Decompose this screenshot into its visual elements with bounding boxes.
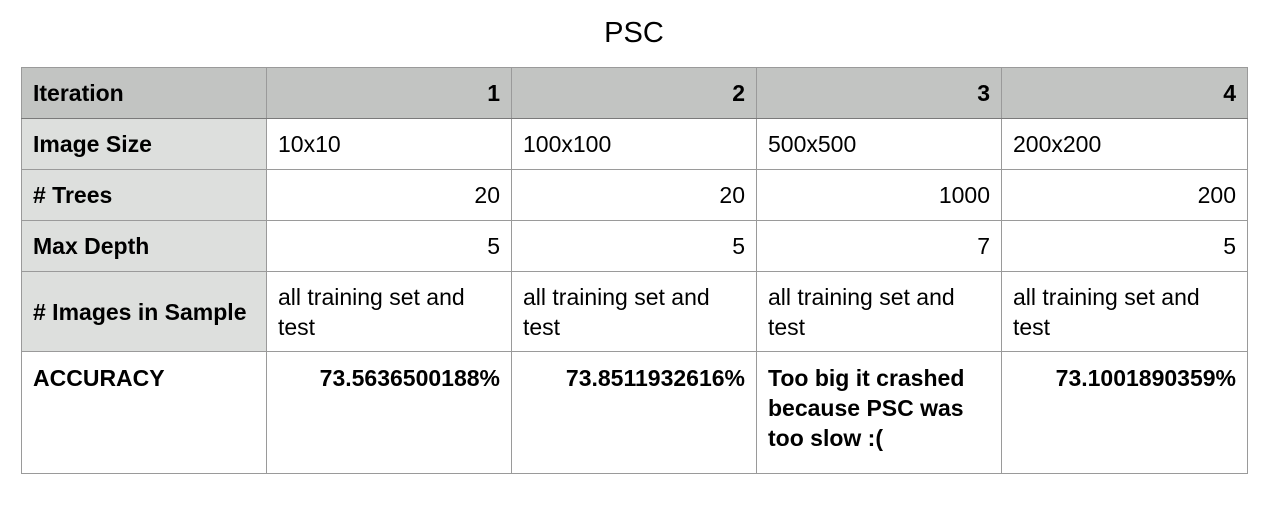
table-cell: 20 <box>511 169 757 221</box>
table-cell: all training set and test <box>1001 271 1248 352</box>
table-cell: 1000 <box>756 169 1002 221</box>
table-cell: 20 <box>266 169 512 221</box>
header-iteration-3: 3 <box>756 67 1002 119</box>
table-cell: 500x500 <box>756 118 1002 170</box>
table-cell: all training set and test <box>511 271 757 352</box>
table-cell: 10x10 <box>266 118 512 170</box>
results-table: Iteration 1 2 3 4 Image Size 10x10 100x1… <box>21 67 1248 474</box>
row-label: # Images in Sample <box>21 271 267 352</box>
accuracy-cell: 73.1001890359% <box>1001 351 1248 474</box>
row-trees: # Trees 20 20 1000 200 <box>21 169 1248 221</box>
row-label: ACCURACY <box>21 351 267 474</box>
accuracy-note-cell: Too big it crashed because PSC was too s… <box>756 351 1002 474</box>
accuracy-cell: 73.8511932616% <box>511 351 757 474</box>
row-image-size: Image Size 10x10 100x100 500x500 200x200 <box>21 118 1248 170</box>
table-cell: 5 <box>266 220 512 272</box>
header-iteration-4: 4 <box>1001 67 1248 119</box>
row-accuracy: ACCURACY 73.5636500188% 73.8511932616% T… <box>21 351 1248 474</box>
table-cell: 200 <box>1001 169 1248 221</box>
table-cell: all training set and test <box>266 271 512 352</box>
header-row: Iteration 1 2 3 4 <box>21 67 1248 119</box>
header-iteration-1: 1 <box>266 67 512 119</box>
row-label: Max Depth <box>21 220 267 272</box>
header-iteration: Iteration <box>21 67 267 119</box>
table-cell: 200x200 <box>1001 118 1248 170</box>
row-label: # Trees <box>21 169 267 221</box>
row-label: Image Size <box>21 118 267 170</box>
table-cell: 7 <box>756 220 1002 272</box>
row-max-depth: Max Depth 5 5 7 5 <box>21 220 1248 272</box>
row-images-in-sample: # Images in Sample all training set and … <box>21 271 1248 352</box>
table-cell: 5 <box>511 220 757 272</box>
table-cell: all training set and test <box>756 271 1002 352</box>
header-iteration-2: 2 <box>511 67 757 119</box>
chart-title: PSC <box>604 17 664 49</box>
table-cell: 100x100 <box>511 118 757 170</box>
accuracy-cell: 73.5636500188% <box>266 351 512 474</box>
table-cell: 5 <box>1001 220 1248 272</box>
